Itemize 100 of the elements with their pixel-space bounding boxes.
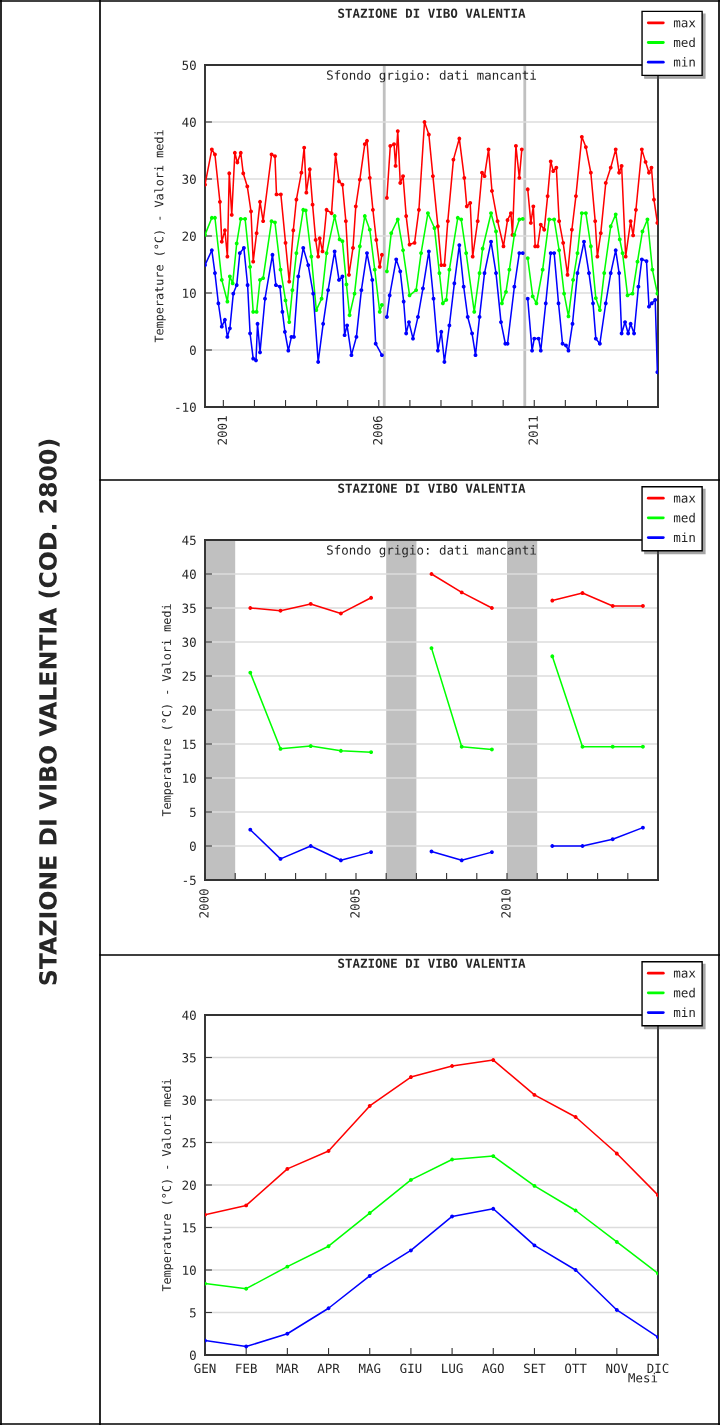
point	[429, 572, 434, 576]
y-tick-label: 5	[190, 1308, 196, 1318]
x-tick-label: SET	[524, 1363, 546, 1374]
legend-label: max	[673, 970, 696, 978]
point	[459, 744, 464, 749]
point	[308, 601, 313, 606]
point	[491, 1206, 496, 1211]
point	[367, 1274, 372, 1278]
y-tick-label: 5	[190, 807, 196, 817]
legend-label: min	[673, 57, 695, 67]
point	[369, 750, 374, 755]
point	[326, 1306, 331, 1311]
chart-title: STAZIONE DI VIBO VALENTIA	[338, 8, 526, 18]
x-tick-label: 2010	[501, 889, 511, 918]
legend-label: med	[673, 37, 695, 48]
legend-label: max	[673, 495, 696, 503]
point	[338, 611, 343, 616]
point	[338, 748, 343, 753]
point	[408, 1248, 413, 1253]
point	[285, 1264, 290, 1269]
point	[450, 1064, 455, 1068]
y-tick-label: 40	[182, 117, 196, 127]
point	[532, 1092, 537, 1097]
legend-label: med	[673, 512, 695, 523]
point	[278, 608, 283, 613]
y-axis-title: Temperature (°C) - Valori medi	[161, 1079, 174, 1292]
x-tick-label: FEB	[236, 1363, 257, 1373]
y-tick-label: -5	[183, 875, 196, 885]
x-tick-label: LUG	[442, 1363, 463, 1374]
x-tick-label: AGO	[482, 1363, 504, 1374]
point	[248, 827, 253, 832]
legend-label: min	[673, 1007, 695, 1017]
x-tick-label: 2011	[528, 416, 538, 445]
x-axis-title: Mesi	[628, 1372, 658, 1383]
point	[248, 606, 253, 610]
y-tick-label: 25	[182, 1138, 196, 1148]
y-tick-label: 0	[189, 841, 196, 851]
annotation: Sfondo grigio: dati mancanti	[326, 70, 536, 83]
y-tick-label: 40	[182, 1010, 196, 1020]
point	[285, 1331, 290, 1336]
point	[532, 1183, 537, 1188]
point	[408, 1075, 413, 1079]
x-tick-label: NOV	[606, 1363, 628, 1374]
x-tick-label: APR	[317, 1363, 340, 1373]
x-tick-label: OTT	[565, 1363, 587, 1374]
point	[614, 1308, 619, 1312]
point	[326, 1244, 331, 1249]
y-tick-label: 15	[183, 739, 196, 749]
point	[459, 590, 464, 595]
x-tick-label: 2005	[350, 889, 360, 918]
point	[550, 844, 555, 848]
y-tick-label: -10	[176, 402, 196, 412]
y-tick-label: 30	[182, 637, 196, 647]
y-tick-label: 20	[182, 1180, 196, 1190]
point	[244, 1344, 249, 1349]
point	[580, 591, 585, 595]
point	[369, 850, 374, 855]
chart-title: STAZIONE DI VIBO VALENTIA	[338, 958, 526, 968]
legend-label: min	[673, 532, 695, 542]
point	[248, 670, 253, 675]
point	[610, 744, 615, 749]
legend-label: max	[673, 20, 696, 28]
y-tick-label: 50	[182, 60, 196, 70]
point	[532, 1243, 537, 1248]
point	[326, 1149, 331, 1153]
x-tick-label: 2000	[199, 889, 209, 918]
y-tick-label: 30	[182, 174, 196, 184]
point	[573, 1268, 578, 1272]
y-tick-label: 35	[182, 603, 196, 613]
y-axis-title: Temperature (°C) - Valori medi	[161, 604, 174, 817]
annotation: Sfondo grigio: dati mancanti	[326, 545, 536, 558]
point	[450, 1214, 455, 1219]
point	[278, 856, 283, 861]
x-tick-label: MAG	[358, 1363, 381, 1374]
point	[429, 849, 434, 854]
point	[285, 1166, 290, 1171]
point	[610, 604, 615, 608]
x-tick-label: GEN	[194, 1363, 216, 1374]
point	[550, 598, 555, 603]
x-tick-label: 2006	[373, 416, 383, 445]
line-series	[205, 1206, 658, 1349]
x-tick-label: DIC	[647, 1363, 669, 1374]
y-tick-label: 10	[183, 773, 196, 783]
point	[450, 1157, 455, 1162]
line-series	[205, 1058, 658, 1217]
point	[367, 1211, 372, 1215]
point	[580, 744, 585, 749]
point	[491, 1058, 496, 1062]
y-tick-label: 15	[183, 1223, 196, 1233]
point	[459, 858, 464, 863]
point	[429, 646, 434, 651]
point	[614, 1151, 619, 1156]
point	[408, 1177, 413, 1182]
point	[640, 744, 645, 749]
point	[367, 1104, 372, 1108]
point	[308, 744, 313, 748]
point	[489, 606, 494, 610]
point	[614, 1240, 619, 1244]
point	[580, 844, 585, 848]
line-series	[205, 1154, 658, 1291]
